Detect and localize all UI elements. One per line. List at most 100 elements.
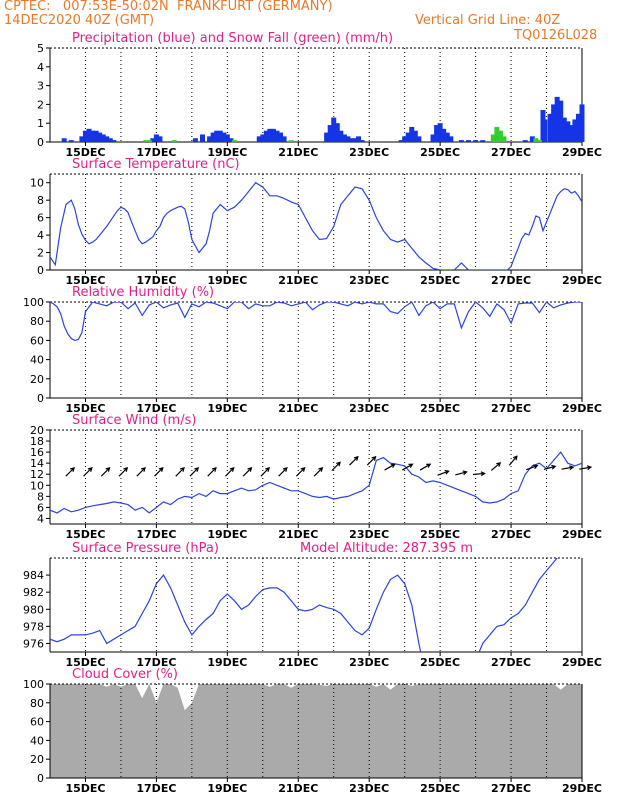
pres-xtick-label: 21DEC xyxy=(278,656,318,669)
precip-bar-blue xyxy=(542,119,548,142)
wind-vector-arrow xyxy=(100,466,111,477)
precip-bar-blue xyxy=(97,132,103,142)
wind-vector-head xyxy=(462,470,468,476)
wind-vector-head xyxy=(194,466,200,472)
rh-ytick-label: 20 xyxy=(30,373,44,386)
wind-ytick-label: 14 xyxy=(30,457,44,470)
pres-xtick-label: 27DEC xyxy=(491,656,531,669)
wind-vector-shaft xyxy=(508,455,518,466)
precip-xtick-label: 25DEC xyxy=(420,146,460,159)
rh-xtick-label: 17DEC xyxy=(136,402,176,415)
cloud-ytick-label: 60 xyxy=(30,716,44,729)
temp-xtick-label: 19DEC xyxy=(207,274,247,287)
precip-bar-blue xyxy=(192,138,198,142)
wind-vector-head xyxy=(70,466,75,472)
precip-bar-blue xyxy=(466,140,472,142)
wind-vector-arrow xyxy=(579,465,593,471)
pres-series-line xyxy=(50,558,558,652)
precip-bar-blue xyxy=(217,130,223,142)
precip-bar-blue xyxy=(575,113,581,142)
rh-ytick-label: 0 xyxy=(37,392,44,405)
cloud-xtick-label: 27DEC xyxy=(491,782,531,795)
wind-vector-head xyxy=(496,462,502,467)
precip-bar-blue xyxy=(100,134,106,142)
precip-bar-blue xyxy=(554,96,560,142)
precip-bar-blue xyxy=(214,130,220,142)
wind-vector-arrow xyxy=(295,466,306,477)
wind-vector-head xyxy=(123,466,129,472)
wind-vector-shaft xyxy=(224,467,235,477)
precip-ytick-label: 2 xyxy=(37,98,44,111)
wind-title: Surface Wind (m/s) xyxy=(72,413,196,428)
wind-vector-shaft xyxy=(118,467,128,477)
wind-vector-arrow xyxy=(207,466,217,477)
wind-vector-head xyxy=(211,466,217,472)
precip-bar-blue xyxy=(473,140,479,142)
temp-xtick-label: 15DEC xyxy=(65,274,105,287)
rh-panel: 0 20 40 60 80 100 15DEC 17DEC 19DEC 21DEC 23DEC 25D… xyxy=(23,296,602,415)
precip-bar-blue xyxy=(68,140,74,142)
precip-bar-blue xyxy=(61,138,67,142)
wind-vector-arrow xyxy=(543,464,557,470)
wind-vector-head xyxy=(87,466,93,472)
wind-vector-head xyxy=(141,466,146,472)
wind-vector-head xyxy=(551,464,557,470)
precip-bar-blue xyxy=(210,132,216,142)
pres-xtick-label: 17DEC xyxy=(136,656,176,669)
precip-bar-blue xyxy=(82,130,88,142)
wind-xtick-label: 21DEC xyxy=(278,528,318,541)
wind-vector-shaft xyxy=(384,463,396,471)
precip-bar-blue xyxy=(529,136,535,142)
rh-xtick-label: 27DEC xyxy=(491,402,531,415)
precip-ytick-label: 5 xyxy=(37,42,44,55)
header-line2-left: 14DEC2020 40Z (GMT) xyxy=(4,13,155,28)
precip-bar-blue xyxy=(228,138,234,142)
wind-vector-shaft xyxy=(490,462,501,471)
wind-vector-shaft xyxy=(349,456,359,466)
wind-vector-arrow xyxy=(402,463,414,471)
pres-title: Surface Pressure (hPa) xyxy=(72,541,219,556)
precip-bar-blue xyxy=(430,134,436,142)
wind-vector-head xyxy=(426,463,432,468)
precip-bar-blue xyxy=(263,130,269,142)
wind-vector-arrow xyxy=(154,466,164,477)
precip-bar-blue xyxy=(522,140,528,142)
rh-xtick-label: 19DEC xyxy=(207,402,247,415)
precip-bar-blue xyxy=(568,125,574,142)
pres-ytick-label: 976 xyxy=(23,637,44,650)
wind-vector-head xyxy=(408,463,414,468)
pres-altitude: Model Altitude: 287.395 m xyxy=(300,541,473,556)
cloud-xtick-label: 23DEC xyxy=(349,782,389,795)
precip-bar-blue xyxy=(256,136,262,142)
precip-bar-blue xyxy=(352,138,358,142)
pres-ytick-label: 982 xyxy=(23,586,44,599)
temp-xtick-label: 21DEC xyxy=(278,274,318,287)
wind-vector-head xyxy=(353,455,359,461)
cloud-xtick-label: 19DEC xyxy=(207,782,247,795)
wind-xtick-label: 15DEC xyxy=(65,528,105,541)
wind-ytick-label: 10 xyxy=(30,479,44,492)
precip-bar-blue xyxy=(572,119,578,142)
precip-bar-blue xyxy=(267,128,273,142)
precip-ytick-label: 0 xyxy=(37,136,44,149)
wind-ytick-label: 20 xyxy=(30,424,44,437)
cloud-panel: 0 20 40 60 80 100 15DEC 17DEC 19DEC 21DEC 23DEC 25D… xyxy=(23,678,602,795)
wind-vector-head xyxy=(105,466,111,472)
wind-ytick-label: 8 xyxy=(37,490,44,503)
precip-bar-blue xyxy=(558,100,564,142)
precip-bar-blue xyxy=(111,140,117,142)
precip-bar-blue xyxy=(409,126,415,142)
rh-title: Relative Humidity (%) xyxy=(72,285,214,300)
precip-bar-green xyxy=(490,134,496,142)
wind-vector-head xyxy=(371,455,377,461)
temp-ytick-label: 2 xyxy=(37,247,44,260)
wind-vector-shaft xyxy=(189,467,199,477)
precip-xtick-label: 19DEC xyxy=(207,146,247,159)
wind-vector-arrow xyxy=(419,463,432,471)
header-line3-right: TQ0126L028 xyxy=(514,28,598,43)
precip-bar-blue xyxy=(278,132,284,142)
precip-bar-blue xyxy=(324,132,330,142)
precip-bar-green xyxy=(171,140,177,142)
wind-vector-shaft xyxy=(526,465,538,471)
